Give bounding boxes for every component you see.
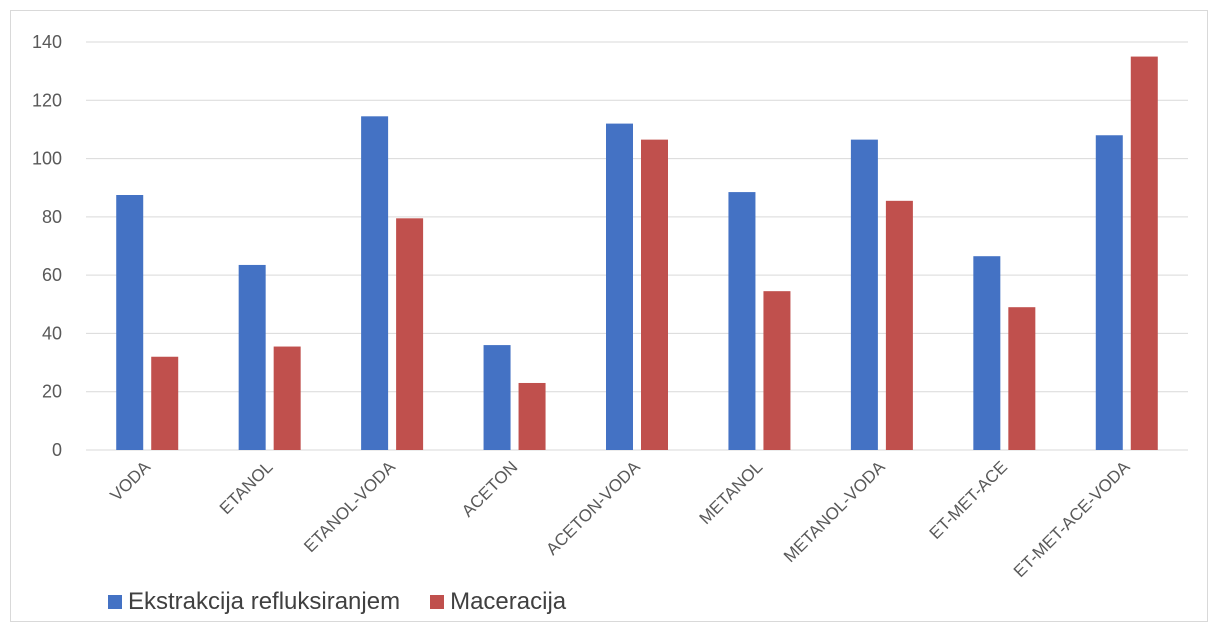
bar-maceration-metanol-voda [885, 200, 913, 450]
bar-reflux-voda [116, 195, 144, 450]
bar-reflux-aceton [483, 345, 511, 450]
x-tick-label: ETANOL-VODA [300, 457, 399, 556]
bar-maceration-etanol [273, 346, 301, 450]
x-tick-label: VODA [107, 457, 155, 505]
bar-maceration-et-met-ace-voda [1130, 56, 1158, 450]
bar-reflux-aceton-voda [606, 123, 633, 450]
x-tick-label: METANOL-VODA [780, 457, 889, 566]
x-tick-label: ETANOL [216, 457, 277, 518]
y-tick-label: 20 [42, 382, 62, 402]
bar-maceration-voda [151, 356, 179, 450]
legend: Ekstrakcija refluksiranjem Maceracija [108, 588, 596, 616]
legend-swatch-maceration [430, 595, 445, 609]
bar-reflux-et-met-ace-voda [1095, 135, 1123, 450]
x-tick-label: ACETON-VODA [542, 457, 644, 559]
y-tick-label: 120 [32, 90, 62, 110]
bar-reflux-metanol [728, 192, 756, 451]
y-tick-label: 0 [52, 440, 62, 460]
bar-reflux-etanol [238, 264, 266, 450]
bar-maceration-metanol [763, 291, 791, 450]
y-tick-label: 140 [32, 32, 62, 52]
bar-reflux-et-met-ace [973, 256, 1001, 450]
y-tick-label: 60 [42, 265, 62, 285]
bar-maceration-et-met-ace [1008, 307, 1036, 450]
legend-swatch-reflux [108, 595, 122, 609]
y-tick-label: 40 [42, 323, 62, 343]
x-tick-label: METANOL [696, 457, 767, 528]
bar-reflux-metanol-voda [850, 139, 878, 450]
legend-label-maceration: Maceracija [450, 588, 567, 615]
y-tick-label: 100 [32, 149, 62, 169]
bar-maceration-etanol-voda [396, 218, 424, 450]
bar-reflux-etanol-voda [361, 116, 389, 451]
legend-item-reflux: Ekstrakcija refluksiranjem [108, 588, 400, 616]
x-tick-label: ET-MET-ACE [926, 457, 1012, 543]
x-tick-label: ACETON [458, 457, 521, 520]
legend-item-maceration: Maceracija [430, 588, 566, 616]
bar-maceration-aceton [518, 382, 546, 450]
bar-maceration-aceton-voda [641, 139, 668, 450]
x-tick-label: ET-MET-ACE-VODA [1010, 457, 1134, 581]
legend-label-reflux: Ekstrakcija refluksiranjem [128, 588, 401, 615]
y-tick-label: 80 [42, 207, 62, 227]
